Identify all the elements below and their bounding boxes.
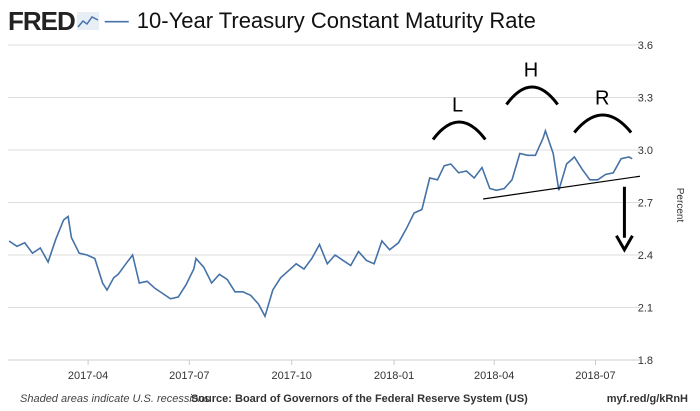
annotation-arc — [573, 113, 633, 134]
x-axis: 2017-04 2017-07 2017-10 2018-01 2018-04 2018-… — [68, 360, 616, 382]
series-line — [8, 128, 633, 319]
y-tick-label: 3.0 — [638, 145, 653, 157]
y-tick-label: 2.7 — [638, 198, 653, 210]
x-tick-label: 2018-01 — [374, 370, 414, 382]
y-tick-label: 3.6 — [638, 40, 653, 52]
short-url[interactable]: myf.red/g/kRnH — [606, 393, 688, 405]
chart-title: 10-Year Treasury Constant Maturity Rate — [136, 8, 536, 33]
annotation-label: H — [524, 60, 538, 82]
annotation-arc — [505, 85, 559, 106]
x-tick-label: 2017-04 — [68, 370, 108, 382]
recession-note: Shaded areas indicate U.S. recessions — [20, 393, 210, 405]
x-tick-label: 2018-07 — [575, 370, 615, 382]
sparkline-icon — [76, 12, 99, 30]
fred-logo: FRED — [8, 5, 76, 36]
annotation-label: R — [595, 88, 609, 110]
annotations: L H R — [431, 60, 641, 253]
y-tick-label: 2.4 — [638, 250, 653, 262]
neckline — [483, 175, 641, 200]
annotation-arc — [431, 120, 487, 141]
source-note: Source: Board of Governors of the Federa… — [191, 393, 528, 405]
x-tick-label: 2017-07 — [169, 370, 209, 382]
y-tick-label: 3.3 — [638, 93, 653, 105]
y-tick-label: 2.1 — [638, 303, 653, 315]
legend-dash: — — [104, 7, 129, 34]
grid — [8, 44, 640, 308]
y-axis: 1.8 2.1 2.4 2.7 3.0 3.3 3.6 — [638, 40, 653, 367]
y-tick-label: 1.8 — [638, 355, 653, 367]
arrow-head-icon — [615, 235, 634, 253]
x-tick-label: 2018-04 — [474, 370, 514, 382]
x-tick-label: 2017-10 — [272, 370, 312, 382]
y-axis-label: Percent — [674, 188, 685, 223]
annotation-label: L — [452, 95, 463, 117]
chart-header: FRED — 10-Year Treasury Constant Maturit… — [8, 4, 536, 38]
